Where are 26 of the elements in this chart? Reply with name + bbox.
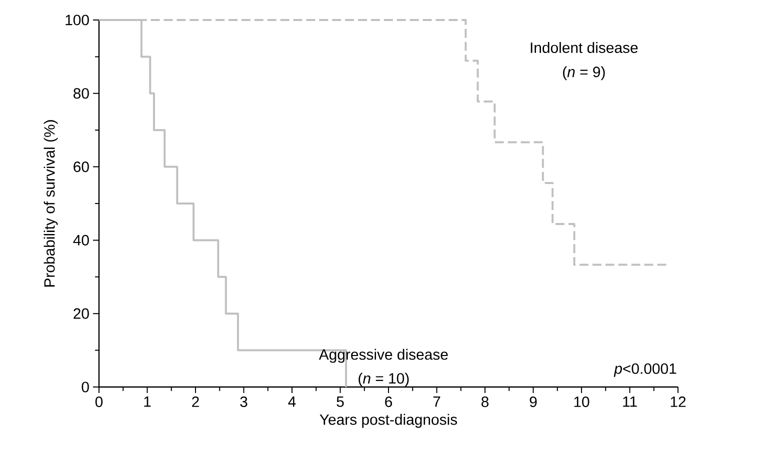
x-tick-label: 3 [240, 396, 248, 408]
annotation: (n = 9) [563, 66, 605, 80]
y-tick-label: 60 [74, 162, 89, 172]
x-tick-label: 7 [433, 396, 440, 407]
y-tick-label: 20 [74, 308, 89, 319]
x-tick-label: 2 [192, 396, 199, 407]
x-axis-title: Years post-diagnosis [320, 414, 458, 428]
y-tick-label: 0 [82, 382, 89, 392]
x-tick-label: 8 [482, 396, 489, 408]
x-tick-label: 10 [574, 396, 590, 408]
annotation: Indolent disease [530, 42, 638, 54]
x-tick-label: 12 [670, 396, 686, 407]
x-tick-label: 1 [144, 396, 151, 407]
y-tick-label: 100 [66, 14, 89, 26]
x-tick-label: 6 [385, 396, 392, 408]
x-tick-label: 4 [288, 396, 296, 407]
annotation: (n = 10) [358, 372, 409, 387]
x-tick-label: 11 [623, 396, 637, 407]
y-tick-label: 80 [74, 88, 89, 99]
x-tick-label: 0 [95, 396, 103, 408]
x-tick-label: 5 [336, 396, 344, 407]
x-tick-label: 9 [530, 396, 537, 408]
y-tick-label: 40 [73, 234, 89, 246]
y-axis-title: Probability of survival (%) [44, 120, 58, 287]
annotation: p<0.0001 [614, 363, 676, 377]
annotation: Aggressive disease [318, 348, 448, 363]
